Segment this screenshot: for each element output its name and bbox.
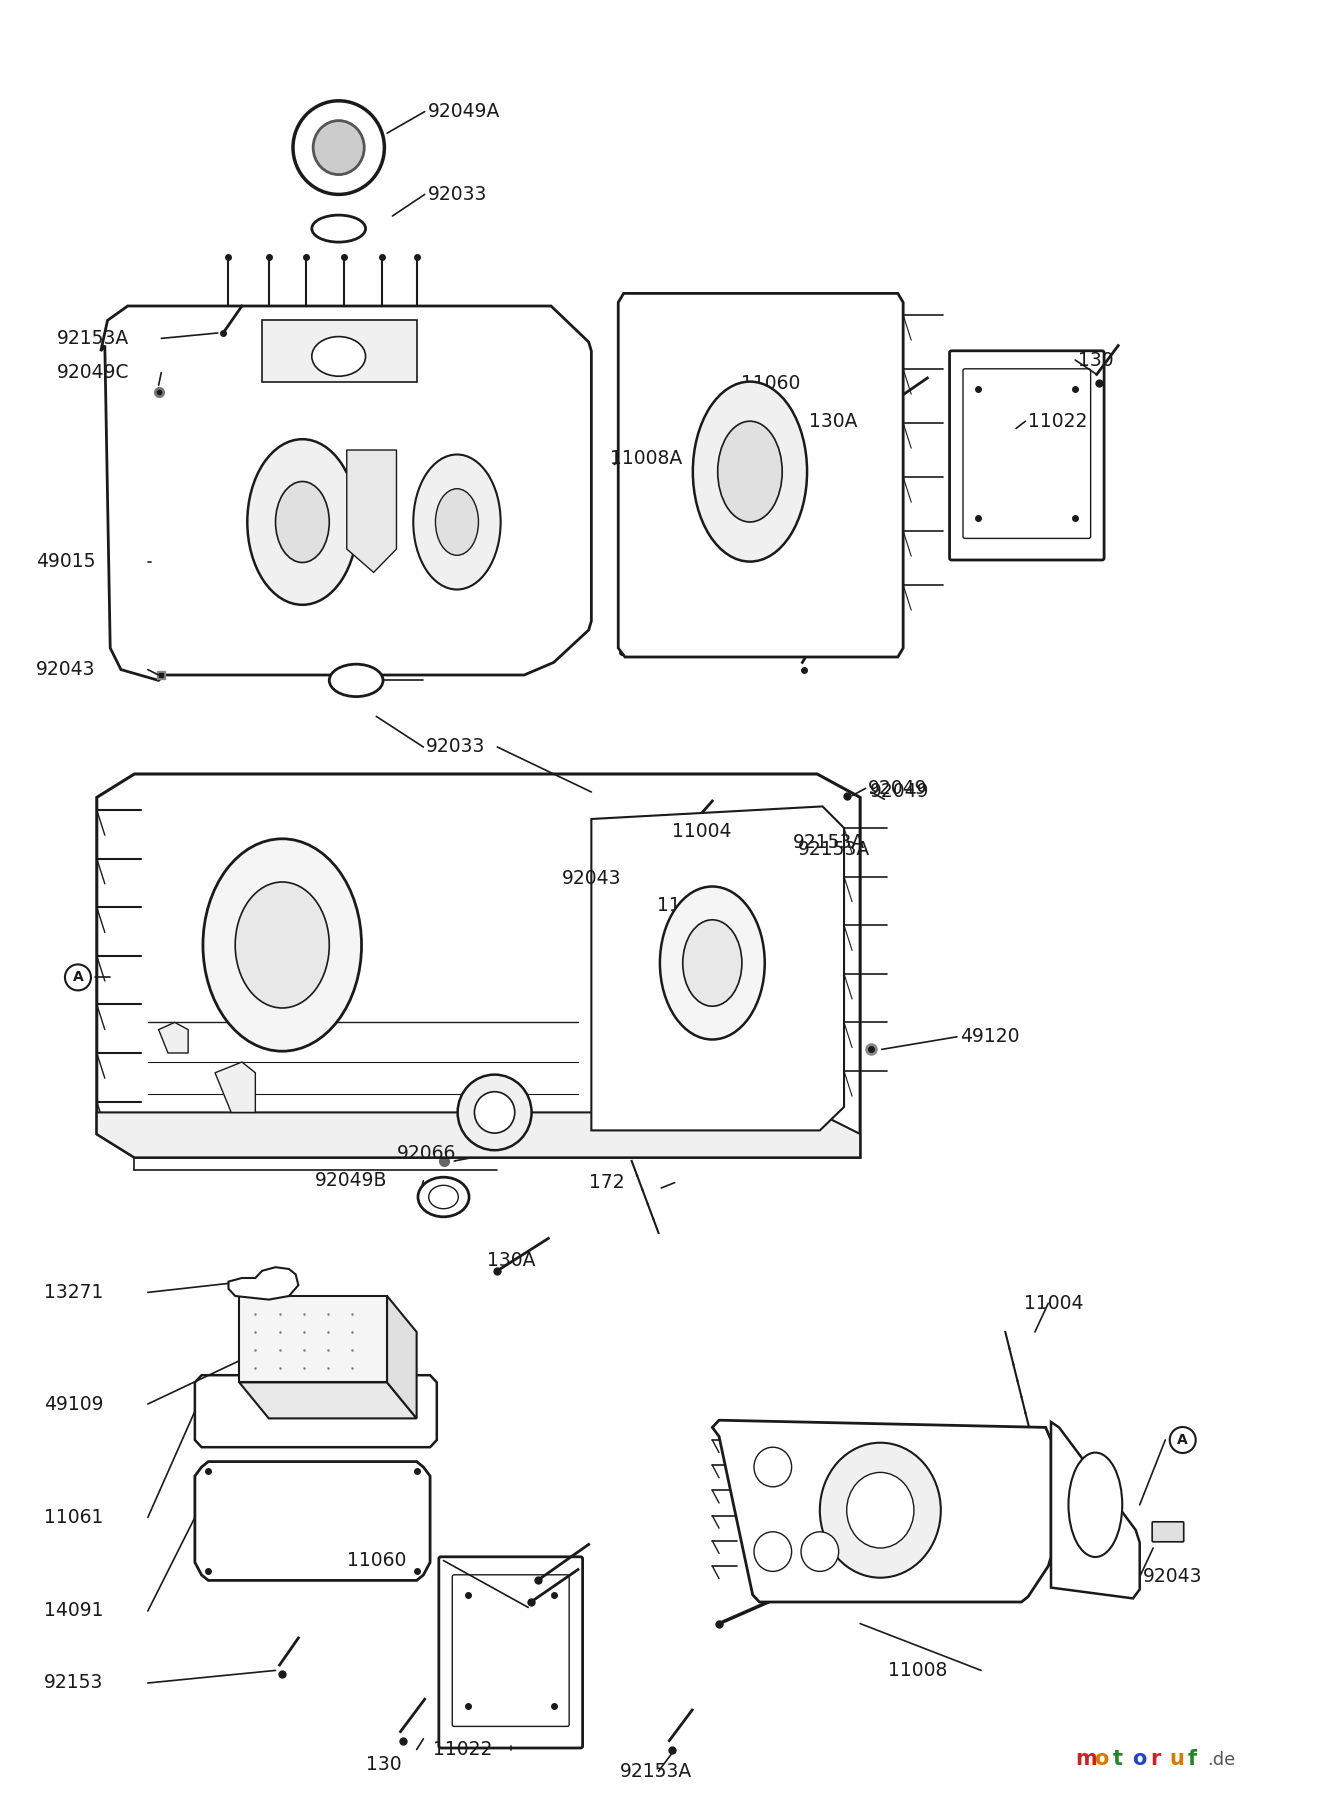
Text: .de: .de	[1207, 1751, 1235, 1769]
Polygon shape	[1051, 1422, 1140, 1598]
Text: 92049: 92049	[870, 783, 929, 801]
Text: 130A: 130A	[487, 1251, 535, 1269]
Polygon shape	[262, 320, 417, 382]
Polygon shape	[195, 1375, 437, 1447]
Text: f: f	[1188, 1750, 1198, 1769]
Ellipse shape	[754, 1447, 792, 1487]
Text: 49120: 49120	[960, 1028, 1019, 1046]
FancyBboxPatch shape	[1152, 1521, 1184, 1543]
Ellipse shape	[413, 454, 500, 590]
Ellipse shape	[474, 1091, 515, 1134]
Text: 11060: 11060	[741, 374, 800, 392]
FancyBboxPatch shape	[950, 351, 1103, 560]
Polygon shape	[347, 450, 396, 572]
Ellipse shape	[683, 920, 742, 1006]
Ellipse shape	[429, 1186, 458, 1210]
Text: 92049B: 92049B	[314, 1172, 387, 1190]
Text: 92153A: 92153A	[620, 1762, 692, 1780]
Polygon shape	[101, 306, 591, 680]
Ellipse shape	[418, 1177, 469, 1217]
Ellipse shape	[253, 1480, 339, 1561]
Text: 92049: 92049	[868, 779, 927, 797]
Text: 11060: 11060	[347, 1552, 406, 1570]
Text: 92049A: 92049A	[427, 103, 500, 121]
Polygon shape	[159, 1022, 188, 1053]
Text: 11022: 11022	[1028, 412, 1087, 430]
Text: u: u	[1169, 1750, 1184, 1769]
Text: 92066: 92066	[396, 1145, 456, 1163]
Text: o: o	[1094, 1750, 1109, 1769]
Polygon shape	[97, 774, 860, 1157]
Text: o: o	[1132, 1750, 1146, 1769]
Text: r: r	[1150, 1750, 1161, 1769]
Ellipse shape	[457, 1075, 532, 1150]
Text: 92043: 92043	[562, 869, 621, 887]
Ellipse shape	[203, 839, 362, 1051]
Text: A: A	[73, 970, 83, 985]
Polygon shape	[712, 1420, 1051, 1602]
Text: m: m	[1075, 1750, 1097, 1769]
Ellipse shape	[801, 1532, 839, 1571]
Text: 11008: 11008	[888, 1661, 948, 1679]
Ellipse shape	[293, 101, 384, 194]
Ellipse shape	[238, 1390, 339, 1433]
Text: 130: 130	[366, 1755, 402, 1773]
Ellipse shape	[312, 214, 366, 241]
Text: 130A: 130A	[809, 412, 857, 430]
Text: 49109: 49109	[44, 1395, 103, 1413]
Text: 49015: 49015	[36, 553, 95, 571]
Ellipse shape	[694, 382, 806, 562]
Ellipse shape	[312, 337, 366, 376]
Ellipse shape	[276, 481, 329, 562]
Text: 92033: 92033	[427, 185, 487, 203]
Ellipse shape	[235, 882, 329, 1008]
Ellipse shape	[356, 1391, 417, 1431]
Ellipse shape	[847, 1472, 914, 1548]
Polygon shape	[591, 806, 844, 1130]
Text: 92043: 92043	[1142, 1568, 1202, 1586]
Text: 172: 172	[589, 1174, 625, 1192]
Ellipse shape	[718, 421, 782, 522]
Polygon shape	[97, 1112, 860, 1157]
Ellipse shape	[313, 121, 364, 175]
Polygon shape	[239, 1382, 417, 1418]
Text: 92153: 92153	[44, 1674, 103, 1692]
Text: 92033: 92033	[426, 738, 485, 756]
Ellipse shape	[660, 887, 765, 1040]
Text: 11022: 11022	[433, 1741, 492, 1759]
Text: t: t	[1113, 1750, 1122, 1769]
Polygon shape	[215, 1062, 255, 1112]
Text: 130: 130	[1078, 351, 1114, 369]
Text: 92153A: 92153A	[793, 833, 866, 851]
Polygon shape	[239, 1296, 387, 1382]
Text: 11008A: 11008A	[610, 450, 683, 468]
Text: 11004: 11004	[1024, 1294, 1083, 1312]
Text: 11060A: 11060A	[657, 896, 730, 914]
Text: 92153A: 92153A	[56, 329, 129, 347]
Ellipse shape	[247, 439, 358, 605]
Text: 92049C: 92049C	[56, 364, 129, 382]
FancyBboxPatch shape	[453, 1575, 569, 1726]
Text: 14091: 14091	[44, 1602, 103, 1620]
FancyBboxPatch shape	[964, 369, 1090, 538]
Text: 92153A: 92153A	[798, 841, 871, 859]
FancyBboxPatch shape	[439, 1557, 582, 1748]
Text: 92043: 92043	[36, 661, 95, 679]
Ellipse shape	[329, 664, 383, 697]
Polygon shape	[618, 293, 903, 657]
Ellipse shape	[1068, 1453, 1122, 1557]
Ellipse shape	[435, 488, 478, 554]
Polygon shape	[387, 1296, 417, 1418]
Text: A: A	[1177, 1433, 1188, 1447]
Text: 13271: 13271	[44, 1283, 103, 1301]
Polygon shape	[228, 1267, 298, 1300]
Text: 11004: 11004	[672, 823, 731, 841]
Ellipse shape	[754, 1532, 792, 1571]
Ellipse shape	[820, 1444, 941, 1577]
Polygon shape	[195, 1462, 430, 1580]
Text: 11061: 11061	[44, 1508, 103, 1526]
